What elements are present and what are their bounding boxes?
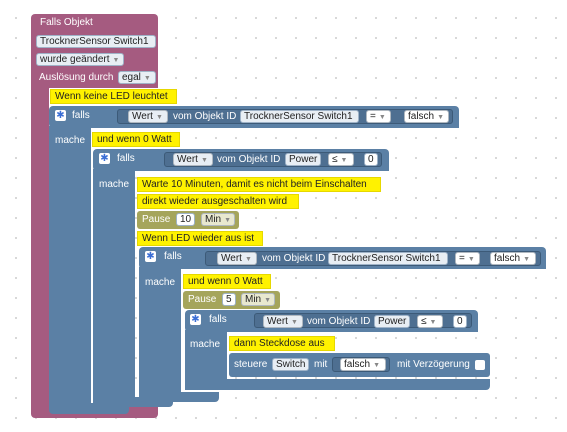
object-id-field[interactable]: TrocknerSensor Switch1 [240, 110, 359, 123]
operator-dropdown[interactable]: ≤ ▼ [417, 315, 443, 328]
trigger-value-dropdown[interactable]: egal ▼ [118, 71, 156, 84]
if-1-mache-label: mache [55, 135, 86, 146]
gear-icon[interactable]: ✱ [99, 153, 110, 164]
chevron-down-icon: ▼ [378, 114, 386, 121]
comment-4[interactable]: direkt wieder ausgeschalten wird [137, 194, 299, 209]
if-3-mache-label: mache [145, 277, 176, 288]
pause-amount-input[interactable]: 10 [176, 213, 195, 226]
comment-6[interactable]: und wenn 0 Watt [183, 274, 271, 289]
delay-checkbox[interactable] [475, 360, 485, 370]
object-id-field[interactable]: Power [374, 315, 410, 328]
chevron-down-icon: ▼ [155, 114, 163, 121]
pause-1-label: Pause [142, 214, 171, 225]
chevron-down-icon: ▼ [264, 297, 272, 304]
chevron-down-icon: ▼ [437, 114, 445, 121]
if-block-3-body [139, 267, 181, 394]
number-input[interactable]: 0 [453, 315, 467, 328]
boolean-dropdown[interactable]: falsch ▼ [490, 252, 536, 265]
if-3-falls-label: falls [164, 251, 182, 262]
comment-1[interactable]: Wenn keine LED leuchtet [50, 89, 177, 104]
if-block-2-footer [93, 397, 173, 407]
comment-3[interactable]: Warte 10 Minuten, damit es nicht beim Ei… [137, 177, 381, 192]
if-1-falls-label: falls [72, 110, 90, 121]
trigger-label: Auslösung durch [39, 72, 114, 83]
comment-2[interactable]: und wenn 0 Watt [92, 132, 180, 147]
gear-icon[interactable]: ✱ [190, 314, 201, 325]
trigger-title: Falls Objekt [40, 17, 93, 28]
vom-objekt-label: vom Objekt ID [173, 111, 237, 122]
gear-icon[interactable]: ✱ [145, 251, 156, 262]
boolean-dropdown[interactable]: falsch ▼ [404, 110, 449, 123]
chevron-down-icon: ▼ [523, 256, 531, 263]
pause-unit-dropdown[interactable]: Min ▼ [201, 213, 235, 226]
change-mode-dropdown[interactable]: wurde geändert ▼ [36, 53, 124, 66]
vom-objekt-label: vom Objekt ID [217, 154, 281, 165]
wert-dropdown[interactable]: Wert ▼ [128, 110, 168, 123]
pause-2-label: Pause [188, 294, 217, 305]
mit-label: mit [314, 359, 328, 370]
chevron-down-icon: ▼ [200, 157, 208, 164]
chevron-down-icon: ▼ [429, 319, 437, 326]
boolean-dropdown[interactable]: falsch ▼ [340, 358, 386, 371]
chevron-down-icon: ▼ [340, 157, 348, 164]
if-block-1-footer [49, 403, 129, 414]
chevron-down-icon: ▼ [373, 362, 381, 369]
comment-5[interactable]: Wenn LED wieder aus ist [137, 231, 263, 246]
operator-dropdown[interactable]: = ▼ [366, 110, 391, 123]
compare-block-2[interactable] [164, 152, 382, 167]
if-block-2-body [93, 169, 135, 399]
wert-dropdown[interactable]: Wert ▼ [217, 252, 257, 265]
if-2-falls-label: falls [117, 153, 135, 164]
chevron-down-icon: ▼ [290, 319, 298, 326]
control-object-field[interactable]: Switch [272, 358, 309, 371]
if-block-4-footer [185, 379, 490, 390]
trigger-object-id-field[interactable]: TrocknerSensor Switch1 [36, 35, 156, 48]
if-block-3-footer [139, 392, 219, 402]
chevron-down-icon: ▼ [143, 75, 151, 82]
chevron-down-icon: ▼ [112, 57, 120, 64]
number-input[interactable]: 0 [364, 153, 378, 166]
object-id-field[interactable]: TrocknerSensor Switch1 [328, 252, 448, 265]
vom-objekt-label: vom Objekt ID [262, 253, 326, 264]
vom-objekt-label: vom Objekt ID [307, 316, 371, 327]
if-block-1-body [49, 126, 91, 404]
chevron-down-icon: ▼ [467, 256, 475, 263]
operator-dropdown[interactable]: = ▼ [455, 252, 480, 265]
pause-unit-dropdown[interactable]: Min ▼ [241, 293, 275, 306]
object-id-field[interactable]: Power [285, 153, 321, 166]
steuere-label: steuere [234, 359, 268, 370]
if-4-mache-label: mache [190, 339, 221, 350]
wert-dropdown[interactable]: Wert ▼ [173, 153, 213, 166]
operator-dropdown[interactable]: ≤ ▼ [328, 153, 354, 166]
if-4-falls-label: falls [209, 314, 227, 325]
pause-amount-input[interactable]: 5 [222, 293, 236, 306]
if-2-mache-label: mache [99, 179, 130, 190]
delay-label: mit Verzögerung [397, 359, 470, 370]
trigger-block-body [31, 86, 49, 406]
gear-icon[interactable]: ✱ [55, 110, 66, 121]
comment-7[interactable]: dann Steckdose aus [229, 336, 335, 351]
chevron-down-icon: ▼ [244, 256, 252, 263]
chevron-down-icon: ▼ [224, 217, 232, 224]
wert-dropdown[interactable]: Wert ▼ [263, 315, 303, 328]
